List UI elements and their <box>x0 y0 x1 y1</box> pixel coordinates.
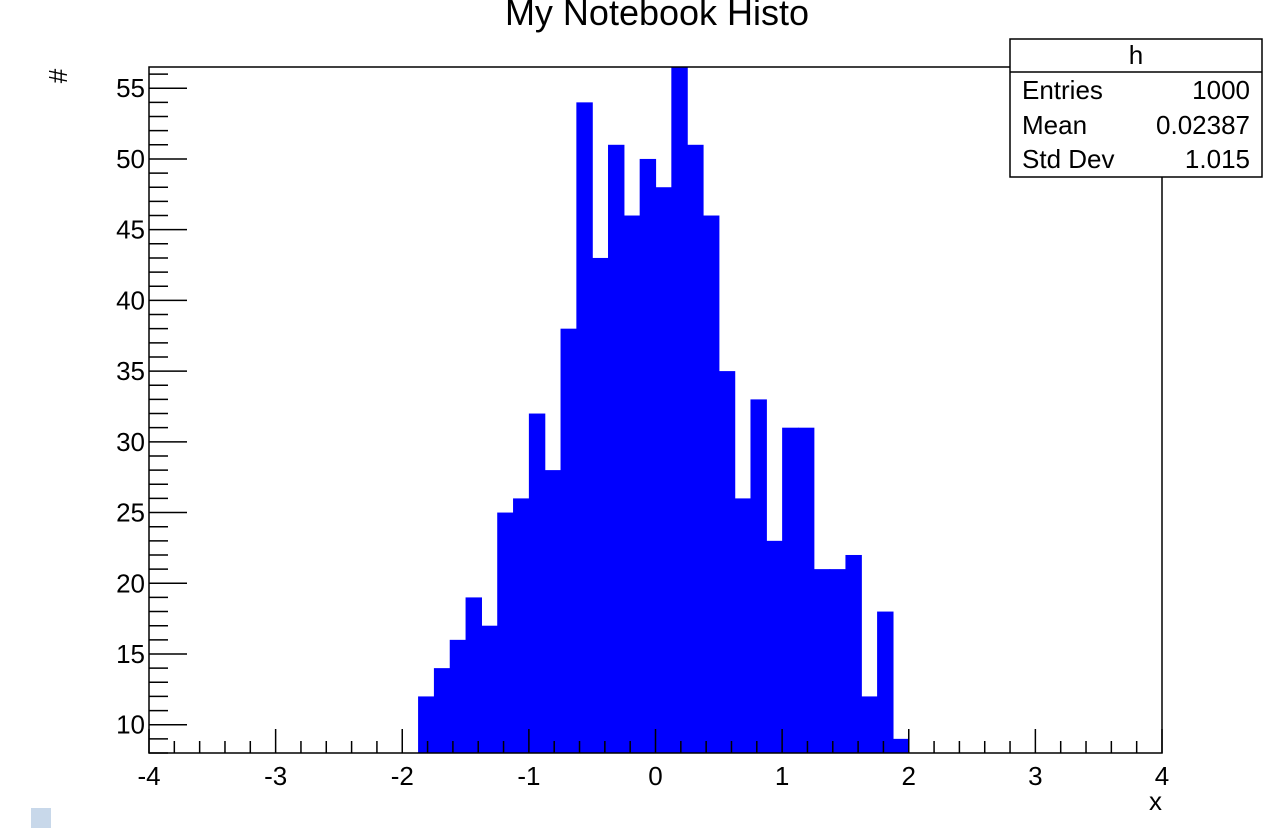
histogram-bar <box>782 427 799 753</box>
stats-entries-value: 1000 <box>1192 75 1250 105</box>
y-tick-label: 10 <box>116 710 145 740</box>
histogram-bar <box>845 554 862 753</box>
stats-mean-value: 0.02387 <box>1156 110 1250 140</box>
x-tick-label: -1 <box>517 761 540 791</box>
histogram-bar <box>861 696 878 753</box>
y-tick-label: 20 <box>116 568 145 598</box>
stats-entries-label: Entries <box>1022 75 1103 105</box>
x-tick-label: -3 <box>264 761 287 791</box>
x-tick-label: 1 <box>775 761 789 791</box>
y-tick-label: 55 <box>116 73 145 103</box>
x-axis-label: x <box>1149 786 1162 816</box>
y-tick-label: 50 <box>116 144 145 174</box>
histogram-bar <box>608 144 625 753</box>
x-tick-label: 4 <box>1155 761 1169 791</box>
histogram-bar <box>877 611 894 753</box>
chart-title: My Notebook Histo <box>505 0 809 33</box>
histogram-bar <box>497 512 514 753</box>
x-tick-label: 3 <box>1028 761 1042 791</box>
histogram-bar <box>718 371 736 753</box>
histogram-bar <box>813 569 831 753</box>
histogram-bars <box>418 67 910 754</box>
histogram-bar <box>623 215 641 754</box>
x-tick-label: 2 <box>902 761 916 791</box>
y-axis-label: # <box>43 68 73 83</box>
y-tick-label: 40 <box>116 285 145 315</box>
x-tick-label: -2 <box>391 761 414 791</box>
histogram-bar <box>528 413 546 753</box>
y-tick-label: 25 <box>116 498 145 528</box>
x-tick-labels: -4 -3 -2 -1 0 1 2 3 4 <box>137 761 1169 791</box>
stats-box-name: h <box>1129 40 1143 70</box>
y-tick-labels: 10 15 20 25 30 35 40 45 50 55 <box>116 73 145 739</box>
histogram-bar <box>592 257 609 753</box>
canvas-corner-square <box>31 808 51 828</box>
stats-mean-label: Mean <box>1022 110 1087 140</box>
histogram-bar <box>671 67 688 753</box>
histogram-bar <box>734 498 752 753</box>
y-tick-label: 35 <box>116 356 145 386</box>
y-tick-label: 30 <box>116 427 145 457</box>
x-tick-label: -4 <box>137 761 160 791</box>
histogram-bar <box>544 470 562 753</box>
histogram-bar <box>892 738 910 753</box>
histogram-bar <box>576 102 593 753</box>
histogram-bar <box>639 158 657 754</box>
stats-box-frame <box>1009 38 1263 178</box>
histogram-bar <box>465 597 482 753</box>
histogram-bar <box>702 215 720 754</box>
histogram-bar <box>687 144 704 753</box>
histogram-bar <box>418 696 435 753</box>
y-tick-label: 15 <box>116 639 145 669</box>
x-tick-label: 0 <box>648 761 662 791</box>
histogram-bar <box>433 668 451 753</box>
histogram-bar <box>655 187 672 753</box>
histogram-bar <box>481 625 498 753</box>
histogram-bar <box>766 540 783 753</box>
axis-ticks <box>148 73 1163 754</box>
histogram-bar <box>513 498 530 753</box>
histogram-bar <box>797 427 815 753</box>
histogram-bar <box>560 328 577 753</box>
stats-stddev-label: Std Dev <box>1022 144 1115 174</box>
histogram-bar <box>829 569 847 753</box>
y-tick-label: 45 <box>116 215 145 245</box>
histogram-bar <box>750 399 767 753</box>
stats-box: h Entries 1000 Mean 0.02387 Std Dev 1.01… <box>1009 38 1263 178</box>
stats-stddev-value: 1.015 <box>1185 144 1250 174</box>
histogram-bar <box>449 639 467 753</box>
